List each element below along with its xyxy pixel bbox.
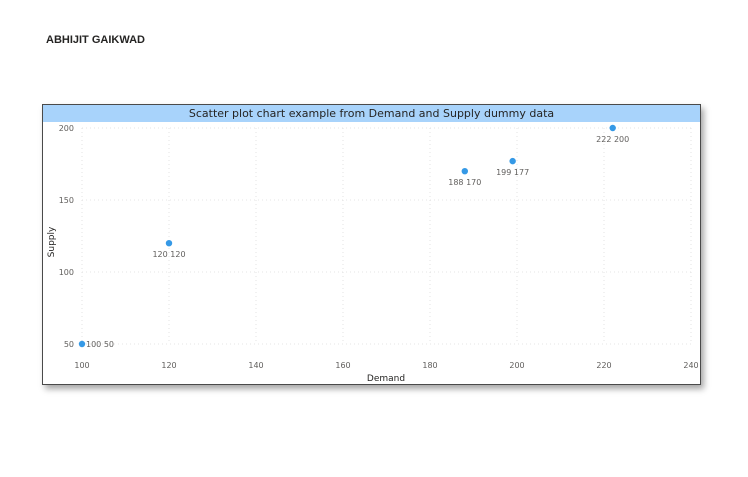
- x-tick-label: 120: [161, 361, 176, 370]
- data-point: [165, 240, 173, 247]
- x-tick-label: 220: [596, 361, 611, 370]
- y-tick-label: 150: [59, 196, 74, 205]
- x-tick-label: 200: [509, 361, 524, 370]
- y-axis-label: Supply: [47, 226, 57, 257]
- data-point-label: 222 200: [596, 135, 629, 144]
- x-tick-label: 100: [74, 361, 89, 370]
- x-tick-label: 140: [248, 361, 263, 370]
- data-point-label: 100 50: [86, 340, 114, 349]
- x-tick-label: 160: [335, 361, 350, 370]
- scatter-chart-visual[interactable]: Scatter plot chart example from Demand a…: [42, 104, 701, 385]
- data-point-label: 188 170: [448, 178, 481, 187]
- y-tick-label: 100: [59, 268, 74, 277]
- report-author: ABHIJIT GAIKWAD: [46, 34, 145, 46]
- data-point: [461, 168, 468, 175]
- chart-title: Scatter plot chart example from Demand a…: [43, 105, 700, 122]
- data-point-label: 120 120: [152, 250, 185, 259]
- x-tick-label: 240: [683, 361, 698, 370]
- x-axis-label: Demand: [367, 374, 405, 384]
- y-tick-label: 50: [64, 340, 74, 349]
- x-tick-label: 180: [422, 361, 437, 370]
- y-tick-label: 200: [59, 124, 74, 133]
- data-point: [609, 124, 616, 132]
- data-point: [509, 157, 516, 165]
- scatter-plot-svg: 100 120 140 160 180 200 220 240 50 100 150 200 Deman…: [47, 124, 699, 384]
- data-point-label: 199 177: [496, 168, 529, 177]
- data-point: [78, 340, 86, 348]
